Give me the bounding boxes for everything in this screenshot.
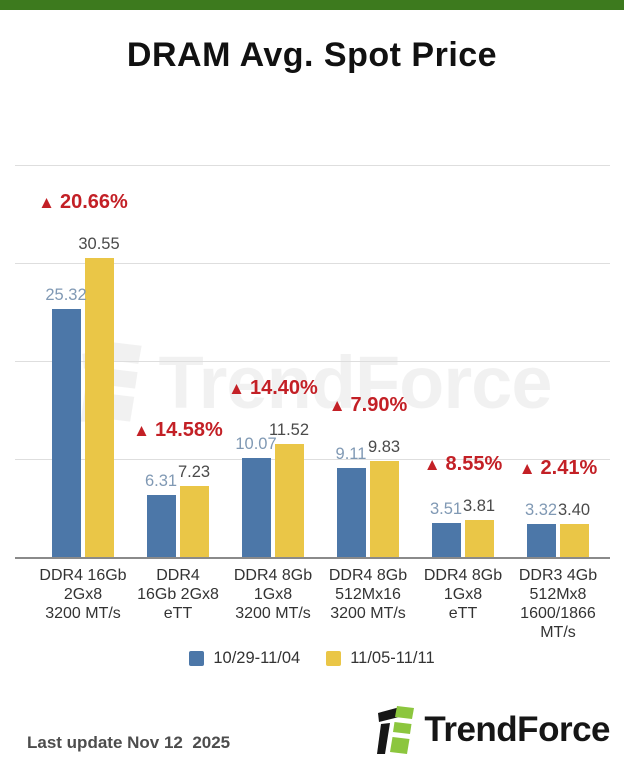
trendforce-logo-text: TrendForce: [424, 710, 610, 749]
bar-series2-group3: [275, 444, 304, 557]
up-triangle-icon: ▲: [423, 454, 441, 474]
x-axis-label-group5: DDR4 8Gb 1Gx8 eTT: [405, 566, 521, 623]
x-axis-label-line: 512Mx16: [335, 586, 401, 603]
x-axis-label-line: 16Gb 2Gx8: [137, 586, 219, 603]
bar-series2-group6: [560, 523, 589, 557]
bar-series2-group4: [370, 460, 399, 557]
bar-series2-group2: [180, 486, 209, 557]
legend-label-2: 11/05-11/11: [350, 648, 435, 667]
last-update-text: Last update Nov 12 2025: [27, 733, 231, 752]
x-axis-label-line: eTT: [448, 605, 478, 622]
gridline-20: [15, 361, 610, 362]
bar-series1-group3: [242, 458, 271, 557]
value-label-series1-group5: 3.51: [429, 499, 463, 518]
gridline-30: [15, 263, 610, 264]
x-axis-label-line: DDR4: [156, 567, 200, 584]
up-triangle-icon: ▲: [328, 395, 346, 415]
change-label-group5: ▲ 8.55%: [423, 452, 503, 475]
x-axis-label-line: 1Gx8: [443, 586, 483, 603]
up-triangle-icon: ▲: [38, 192, 55, 212]
up-triangle-icon: ▲: [133, 421, 150, 441]
trendforce-logo: TrendForce: [376, 700, 610, 760]
up-triangle-icon: ▲: [518, 458, 536, 478]
value-label-series2-group1: 30.55: [78, 234, 120, 253]
x-axis-label-line: MT/s: [540, 624, 576, 641]
up-triangle-icon: ▲: [228, 379, 245, 399]
bar-series1-group2: [147, 495, 176, 557]
change-label-group2: ▲ 14.58%: [133, 419, 223, 442]
top-accent-bar: [0, 0, 624, 10]
legend-label-1: 10/29-11/04: [213, 648, 301, 667]
value-label-series2-group4: 9.83: [367, 437, 401, 456]
bar-series1-group4: [337, 467, 366, 557]
value-label-series1-group6: 3.32: [524, 501, 558, 520]
x-axis-label-line: DDR4 8Gb: [423, 567, 503, 584]
legend-swatch-1: [189, 650, 205, 666]
x-axis-label-group1: DDR4 16Gb 2Gx8 3200 MT/s: [25, 566, 141, 623]
chart-legend: 10/29-11/04 11/05-11/11: [0, 646, 624, 670]
change-label-group4: ▲ 7.90%: [328, 393, 408, 416]
x-axis-label-line: eTT: [163, 605, 193, 622]
legend-item-1: 10/29-11/04: [189, 649, 300, 668]
value-label-series1-group3: 10.07: [235, 435, 277, 454]
x-axis-line: [15, 557, 610, 559]
x-axis-label-line: 3200 MT/s: [45, 605, 121, 622]
x-axis-label-group4: DDR4 8Gb 512Mx16 3200 MT/s: [310, 566, 426, 623]
bar-series1-group5: [432, 522, 461, 557]
value-label-series1-group1: 25.32: [45, 285, 87, 304]
change-label-group3: ▲ 14.40%: [228, 377, 318, 400]
x-axis-label-line: DDR4 8Gb: [233, 567, 313, 584]
x-axis-label-line: 3200 MT/s: [330, 605, 406, 622]
value-label-series1-group4: 9.11: [335, 444, 367, 463]
bar-series2-group1: [85, 257, 114, 557]
value-label-series2-group5: 3.81: [462, 496, 496, 515]
value-label-series2-group2: 7.23: [177, 463, 211, 482]
x-axis-label-line: 1600/1866: [520, 605, 596, 622]
x-axis-label-line: 3200 MT/s: [235, 605, 311, 622]
value-label-series2-group3: 11.52: [268, 421, 310, 440]
x-axis-label-line: DDR4 16Gb: [39, 567, 127, 584]
gridline-40: [15, 165, 610, 166]
trendforce-logo-icon: [377, 706, 415, 754]
change-label-group6: ▲ 2.41%: [518, 456, 598, 479]
x-axis-label-group2: DDR4 16Gb 2Gx8 eTT: [120, 566, 236, 623]
change-label-group1: ▲ 20.66%: [38, 190, 128, 213]
x-axis-label-line: DDR4 8Gb: [328, 567, 408, 584]
x-axis-label-group3: DDR4 8Gb 1Gx8 3200 MT/s: [215, 566, 331, 623]
x-axis-label-group6: DDR3 4Gb 512Mx8 1600/1866 MT/s: [500, 566, 616, 642]
x-axis-label-line: DDR3 4Gb: [518, 567, 598, 584]
x-axis-label-line: 512Mx8: [529, 586, 587, 603]
bar-series1-group6: [527, 524, 556, 557]
legend-swatch-2: [326, 650, 342, 666]
bar-series2-group5: [465, 519, 494, 557]
x-axis-label-line: 1Gx8: [253, 586, 293, 603]
gridline-10: [15, 459, 610, 460]
x-axis-label-line: 2Gx8: [63, 586, 103, 603]
bar-series1-group1: [52, 308, 81, 557]
page-title: DRAM Avg. Spot Price: [126, 36, 498, 74]
legend-item-2: 11/05-11/11: [326, 648, 435, 668]
value-label-series2-group6: 3.40: [557, 500, 591, 519]
value-label-series1-group2: 6.31: [144, 472, 178, 491]
